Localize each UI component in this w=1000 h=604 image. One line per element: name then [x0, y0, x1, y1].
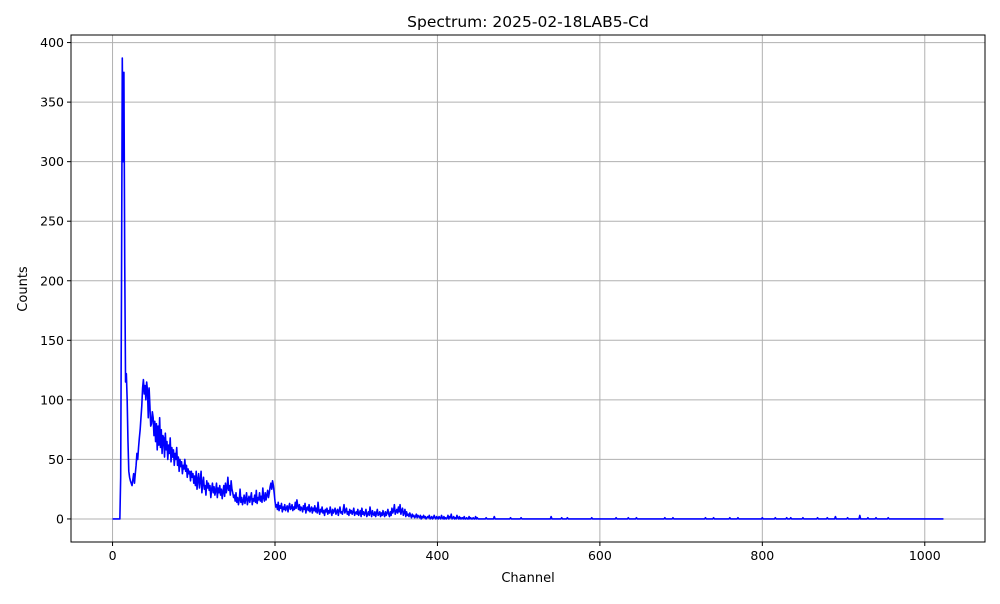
y-tick-label: 400	[40, 35, 64, 50]
x-tick-label: 0	[109, 548, 117, 563]
x-tick-label: 800	[750, 548, 774, 563]
plot-frame	[70, 34, 986, 543]
y-tick-label: 200	[40, 273, 64, 288]
y-tick-label: 350	[40, 95, 64, 110]
y-tick-label: 250	[40, 214, 64, 229]
y-axis-ticks: 0 50 100 150 200 250 300 350 400	[40, 35, 71, 526]
x-axis-ticks: 0 200 400 600 800 1000	[109, 542, 941, 563]
spectrum-line	[112, 57, 944, 520]
x-tick-label: 400	[426, 548, 450, 563]
x-tick-label: 200	[263, 548, 287, 563]
x-tick-label: 1000	[909, 548, 941, 563]
chart-title: Spectrum: 2025-02-18LAB5-Cd	[407, 13, 649, 31]
x-tick-label: 600	[588, 548, 612, 563]
y-tick-label: 300	[40, 154, 64, 169]
x-axis-label: Channel	[501, 571, 554, 586]
y-tick-label: 0	[56, 511, 64, 526]
y-tick-label: 100	[40, 392, 64, 407]
y-axis-label: Counts	[16, 266, 31, 312]
y-tick-label: 150	[40, 333, 64, 348]
grid	[71, 35, 985, 542]
y-tick-label: 50	[48, 452, 64, 467]
series-group	[112, 57, 944, 520]
